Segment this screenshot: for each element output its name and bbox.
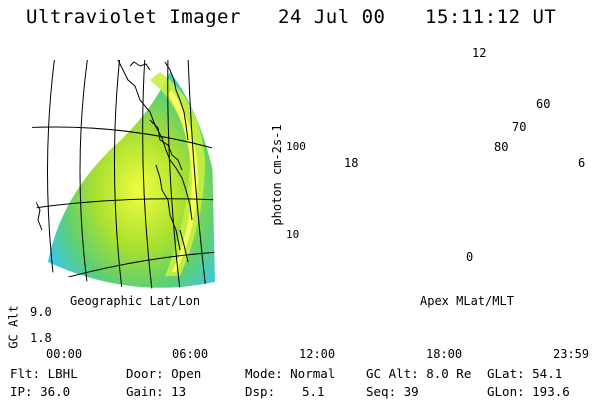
colorbar-tick-100: 100 (286, 140, 306, 153)
info-gain: Gain: 13 (126, 384, 187, 399)
info-dsp: Dsp: (245, 384, 276, 399)
timeline-xtick-2: 12:00 (299, 347, 336, 361)
timeline-ytick-9: 9.0 (30, 305, 52, 319)
image-time: 15:11:12 UT (425, 6, 557, 28)
mlat-label-80: 80 (494, 140, 509, 154)
image-title: Ultraviolet Imager (26, 6, 241, 28)
mlat-label-60: 60 (536, 97, 551, 111)
mlt-label-bottom: 0 (466, 250, 474, 264)
info-seq: Seq: 39 (366, 384, 419, 399)
mlat-label-70: 70 (512, 120, 527, 134)
timeline-xtick-4: 23:59 (553, 347, 590, 361)
colorbar-tick-10: 10 (286, 228, 300, 241)
info-mode: Mode: Normal (245, 366, 336, 381)
timeline-xtick-3: 18:00 (426, 347, 463, 361)
info-ip: IP: 36.0 (10, 384, 71, 399)
info-glat: GLat: 54.1 (487, 366, 563, 381)
polar-caption: Apex MLat/MLT (420, 294, 514, 308)
info-gc-alt: GC Alt: 8.0 Re (366, 366, 472, 381)
mlt-label-top: 12 (472, 46, 487, 60)
geo-aurora-emission (48, 72, 215, 288)
timeline-xtick-0: 00:00 (46, 347, 83, 361)
timeline-ytick-1: 1.8 (30, 331, 52, 345)
timeline-xtick-1: 06:00 (172, 347, 209, 361)
image-date: 24 Jul 00 (278, 6, 386, 28)
info-filter: Flt: LBHL (10, 366, 78, 381)
geo-caption: Geographic Lat/Lon (70, 294, 201, 308)
info-dsp-value: 5.1 (302, 384, 325, 399)
mlt-label-right: 6 (578, 156, 586, 170)
geo-image-panel (28, 60, 215, 289)
info-door: Door: Open (126, 366, 202, 381)
mlt-label-left: 18 (344, 156, 359, 170)
timeline-axis-label: GC Alt (6, 305, 21, 349)
info-glon: GLon: 193.6 (487, 384, 570, 399)
colorbar-unit-label: photon cm-2s-1 (270, 124, 284, 226)
